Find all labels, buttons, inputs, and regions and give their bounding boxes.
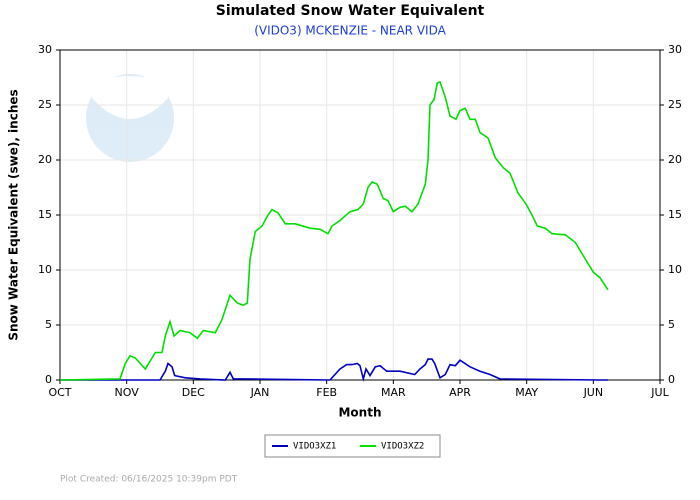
x-tick-label: JUN	[583, 386, 604, 399]
legend-label: VIDO3XZ2	[381, 442, 424, 452]
x-tick-label: MAR	[381, 386, 406, 399]
y2-tick-label: 20	[668, 153, 682, 166]
y2-tick-label: 0	[668, 373, 675, 386]
x-tick-label: MAY	[515, 386, 538, 399]
plot-frame	[59, 49, 661, 381]
y2-tick-label: 15	[668, 208, 682, 221]
footer: Plot Created: 06/16/2025 10:39pm PDT	[60, 475, 238, 485]
x-axis-label: Month	[338, 406, 381, 420]
x-tick-label: DEC	[182, 386, 205, 399]
y-tick-label: 5	[45, 318, 52, 331]
x-tick-label: NOV	[115, 386, 140, 399]
y-tick-label: 30	[38, 43, 52, 56]
legend-box	[264, 434, 441, 458]
y-axis-label: Snow Water Equivalent (swe), inches	[7, 89, 21, 340]
y-tick-label: 10	[38, 263, 52, 276]
y2-tick-label: 10	[668, 263, 682, 276]
y-tick-label: 20	[38, 153, 52, 166]
y-tick-label: 0	[45, 373, 52, 386]
chart-title: Simulated Snow Water Equivalent	[216, 3, 485, 19]
x-tick-label: FEB	[316, 386, 337, 399]
y-tick-label: 25	[38, 98, 52, 111]
y2-tick-label: 30	[668, 43, 682, 56]
series-line	[59, 80, 609, 381]
chart-subtitle: (VIDO3) MCKENZIE - NEAR VIDA	[254, 24, 446, 38]
logo	[86, 74, 174, 162]
y-tick-label: 15	[38, 208, 52, 221]
legend-label: VIDO3XZ1	[293, 442, 336, 452]
x-tick-label: JUL	[650, 386, 669, 399]
series-line	[60, 358, 608, 383]
y2-tick-label: 5	[668, 318, 675, 331]
y2-tick-label: 25	[668, 98, 682, 111]
x-tick-label: JAN	[250, 386, 270, 399]
x-tick-label: OCT	[48, 386, 71, 399]
x-tick-label: APR	[449, 386, 471, 399]
